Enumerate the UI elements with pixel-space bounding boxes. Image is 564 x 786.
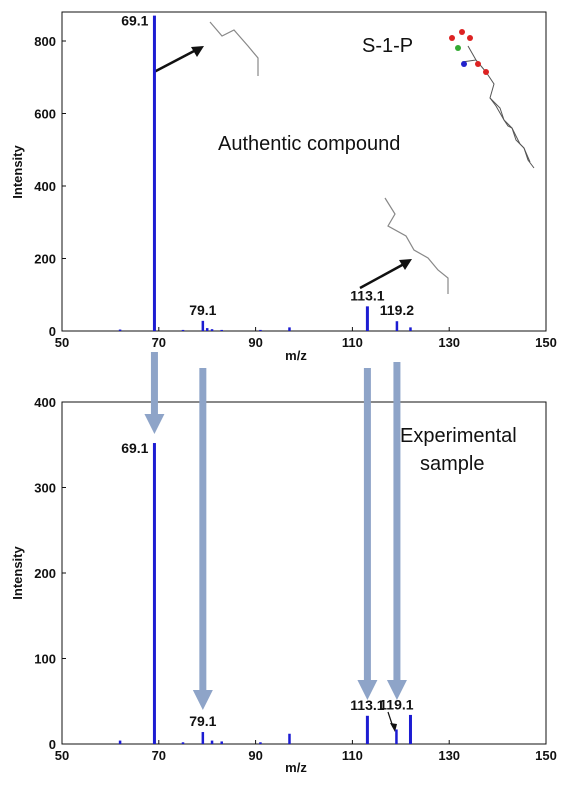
peak-connector-arrows xyxy=(144,352,407,710)
top-bar xyxy=(201,320,205,331)
top-peak-label: 119.2 xyxy=(380,302,414,318)
bottom-bar xyxy=(152,443,156,744)
bottom-y-tick-label: 400 xyxy=(34,395,56,410)
bottom-bar xyxy=(288,733,291,744)
s1p-molecule-icon xyxy=(449,29,535,169)
top-bar xyxy=(210,329,214,331)
bottom-bar xyxy=(201,732,205,744)
bottom-x-axis-label: m/z xyxy=(285,760,307,775)
top-bar xyxy=(205,328,209,331)
top-bar xyxy=(118,329,122,331)
top-panel: S-1-P Authentic compound m/z Intensity xyxy=(10,11,547,363)
bottom-y-tick-label: 100 xyxy=(34,652,56,667)
top-bar xyxy=(395,321,399,331)
top-peak-label: 69.1 xyxy=(121,13,148,29)
bottom-bar xyxy=(181,742,185,744)
top-x-axis-label: m/z xyxy=(285,348,307,363)
bottom-bar xyxy=(365,715,369,744)
top-annotation-compound: S-1-P xyxy=(362,35,413,57)
bottom-panel: Experimental sample m/z Intensity xyxy=(10,401,547,775)
top-bar xyxy=(181,329,185,331)
fragment-arrowhead-1 xyxy=(191,46,204,57)
bottom-bars xyxy=(118,443,412,744)
bottom-y-axis-label: Intensity xyxy=(10,546,25,600)
top-y-tick-label: 0 xyxy=(49,324,56,339)
bottom-peak-label: 79.1 xyxy=(189,713,216,729)
fragment-structure-2 xyxy=(384,197,449,294)
top-annotation-authentic: Authentic compound xyxy=(218,133,400,155)
top-x-tick-label: 150 xyxy=(535,335,557,350)
fragment-arrowhead-2 xyxy=(399,259,412,270)
top-x-tick-label: 110 xyxy=(342,335,363,350)
bottom-bar xyxy=(259,742,262,744)
connector-arrow-head xyxy=(144,414,165,434)
top-bars xyxy=(118,15,412,331)
top-axis-ticks: 50 70 90 110 130 150 0 200 400 600 800 xyxy=(34,34,557,350)
top-peak-label: 113.1 xyxy=(350,287,384,303)
top-bar xyxy=(152,15,156,331)
top-x-tick-label: 130 xyxy=(438,335,460,350)
top-bar xyxy=(409,327,412,331)
bottom-x-tick-label: 150 xyxy=(535,748,557,763)
top-x-tick-label: 70 xyxy=(152,335,166,350)
bottom-peak-label: 113.1 xyxy=(350,697,384,713)
bottom-annotation-line1: Experimental xyxy=(400,425,517,447)
bottom-annotation-line2: sample xyxy=(420,453,484,475)
connector-arrow-head xyxy=(192,690,213,710)
top-x-tick-label: 90 xyxy=(248,335,262,350)
top-bar xyxy=(288,327,291,331)
bottom-bar xyxy=(210,740,214,744)
bottom-bar xyxy=(408,714,412,744)
bottom-bar xyxy=(220,741,223,744)
top-bar xyxy=(365,306,369,331)
bottom-x-tick-label: 50 xyxy=(55,748,69,763)
fragment-structure-1 xyxy=(209,21,259,76)
bottom-peak-label: 69.1 xyxy=(121,440,148,456)
top-y-axis-label: Intensity xyxy=(10,145,25,199)
top-y-tick-label: 400 xyxy=(34,179,56,194)
bottom-bar xyxy=(118,740,122,744)
fragment-arrow-2 xyxy=(359,262,405,290)
top-bar xyxy=(220,329,223,331)
top-bar xyxy=(259,329,262,331)
bottom-y-tick-label: 300 xyxy=(34,481,56,496)
bottom-peak-label: 119.1 xyxy=(379,696,413,712)
bottom-x-tick-label: 110 xyxy=(342,748,363,763)
bottom-bar xyxy=(395,729,398,744)
bottom-x-tick-label: 130 xyxy=(438,748,460,763)
top-y-tick-label: 600 xyxy=(34,107,56,122)
top-peak-label: 79.1 xyxy=(189,302,216,318)
bottom-y-tick-label: 200 xyxy=(34,566,56,581)
fragment-arrow-1 xyxy=(153,48,197,74)
connector-arrow-head xyxy=(386,680,407,700)
bottom-x-tick-label: 70 xyxy=(152,748,166,763)
bottom-y-tick-label: 0 xyxy=(49,737,56,752)
top-x-tick-label: 50 xyxy=(55,335,69,350)
connector-arrow-head xyxy=(357,680,378,700)
top-y-tick-label: 800 xyxy=(34,34,56,49)
top-y-tick-label: 200 xyxy=(34,252,56,267)
bottom-axis-ticks: 50 70 90 110 130 150 0 100 200 300 400 xyxy=(34,395,557,763)
bottom-x-tick-label: 90 xyxy=(248,748,262,763)
top-plot-frame xyxy=(61,11,547,332)
